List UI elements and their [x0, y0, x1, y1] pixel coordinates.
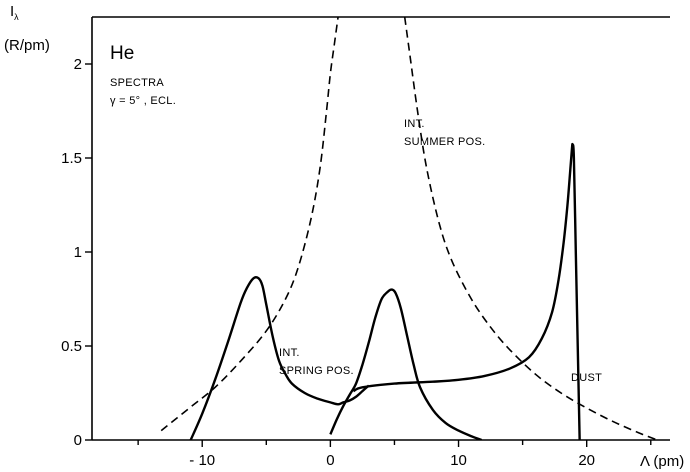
label-spring-line1: INT.: [279, 347, 300, 359]
x-tick-label: 0: [326, 452, 334, 469]
y-tick-label: 0: [74, 432, 82, 449]
label-spring-line2: SPRING POS.: [279, 365, 354, 377]
y-axis-title-symbol: I: [10, 3, 14, 20]
label-dust: DUST: [571, 372, 602, 384]
chart-subtitle-line1: SPECTRA: [110, 77, 164, 89]
y-axis-title: Iλ: [10, 3, 19, 22]
chart-subtitle-line2: γ = 5° , ECL.: [110, 95, 176, 107]
center-peak-curve: [329, 288, 483, 440]
label-summer-line2: SUMMER POS.: [404, 136, 486, 148]
x-ticks: - 10 0 10 20: [137, 440, 652, 469]
x-tick-label: - 10: [189, 452, 215, 469]
x-axis-title: Λ (pm): [640, 453, 684, 470]
y-tick-label: 1.5: [61, 150, 82, 167]
y-axis-title-subscript: λ: [14, 12, 19, 22]
x-tick-label: 10: [450, 452, 467, 469]
y-ticks: 0 0.5 1 1.5 2: [61, 56, 92, 449]
summer-position-left-curve: [160, 17, 339, 432]
x-tick-label: 20: [578, 452, 595, 469]
series-layer: [160, 17, 658, 440]
label-summer-line1: INT.: [404, 118, 425, 130]
y-tick-label: 1: [74, 244, 82, 261]
chart-title: He: [110, 43, 134, 64]
y-tick-label: 0.5: [61, 338, 82, 355]
dust-curve: [352, 142, 581, 440]
y-axis-unit: (R/pm): [4, 37, 50, 54]
y-tick-label: 2: [74, 56, 82, 73]
summer-position-right-curve: [403, 17, 658, 440]
